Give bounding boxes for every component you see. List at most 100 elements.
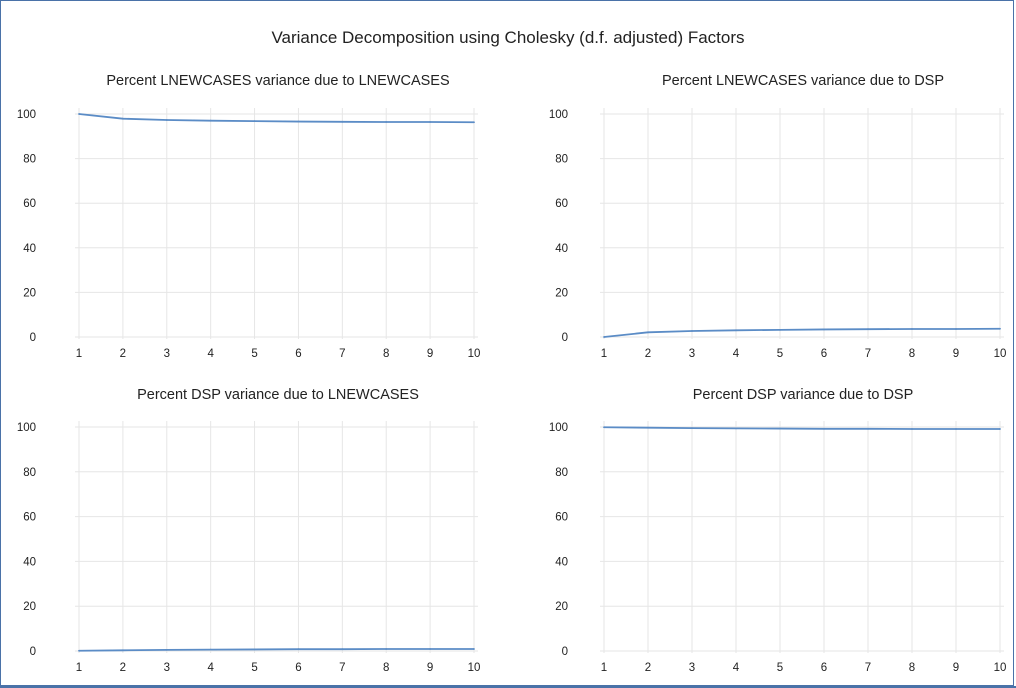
x-tick-label: 4 <box>733 348 740 360</box>
x-tick-label: 9 <box>953 348 959 360</box>
data-point <box>165 648 168 651</box>
x-tick-label: 2 <box>120 348 126 360</box>
x-tick-label: 3 <box>689 348 695 360</box>
x-tick-label: 5 <box>777 348 783 360</box>
x-tick-label: 9 <box>427 348 433 360</box>
data-point <box>385 121 388 123</box>
y-tick-label: 100 <box>549 422 568 434</box>
data-point <box>603 336 605 338</box>
data-point <box>999 327 1001 330</box>
x-tick-label: 1 <box>76 662 82 674</box>
y-tick-label: 0 <box>30 646 36 658</box>
data-point <box>647 426 649 429</box>
panel-title: Percent DSP variance due to LNEWCASES <box>137 387 419 403</box>
panel-3: Percent DSP variance due to LNEWCASES 0 20… <box>17 387 481 674</box>
x-tick-label: 7 <box>865 348 871 360</box>
data-point <box>341 120 344 123</box>
y-tick-label: 20 <box>23 601 36 613</box>
x-tick-label: 5 <box>251 348 257 360</box>
x-tick-label: 5 <box>777 662 783 674</box>
x-tick-label: 4 <box>733 662 740 674</box>
x-tick-label: 6 <box>821 662 827 674</box>
x-tick-label: 10 <box>994 348 1007 360</box>
data-point <box>78 649 80 652</box>
panel-4: Percent DSP variance due to DSP 0 20 40 60 80… <box>549 387 1007 674</box>
data-point <box>385 648 388 650</box>
data-point <box>779 328 781 331</box>
data-point <box>209 648 212 651</box>
y-tick-label: 20 <box>555 287 568 299</box>
x-tick-label: 10 <box>994 662 1007 674</box>
x-tick-label: 5 <box>251 662 257 674</box>
x-tick-label: 8 <box>383 348 389 360</box>
panel-1: Percent LNEWCASES variance due to LNEWCA… <box>17 73 481 360</box>
data-point <box>603 426 605 429</box>
x-tick-label: 8 <box>383 662 389 674</box>
y-tick-label: 0 <box>30 332 36 344</box>
x-tick-label: 10 <box>468 662 481 674</box>
data-point <box>735 427 737 430</box>
data-point <box>867 328 869 331</box>
x-tick-label: 9 <box>953 662 959 674</box>
x-tick-label: 2 <box>645 662 651 674</box>
data-point <box>823 427 825 430</box>
panel-title: Percent DSP variance due to DSP <box>693 387 914 403</box>
data-point <box>955 328 957 330</box>
y-tick-label: 60 <box>555 512 568 524</box>
x-tick-label: 7 <box>339 662 345 674</box>
data-point <box>735 329 737 332</box>
y-tick-label: 60 <box>555 198 568 210</box>
data-point <box>341 648 344 651</box>
frame-border <box>0 686 1016 688</box>
x-tick-label: 6 <box>821 348 827 360</box>
data-point <box>253 648 256 651</box>
y-tick-label: 20 <box>555 601 568 613</box>
x-tick-label: 7 <box>865 662 871 674</box>
data-point <box>779 427 781 430</box>
y-tick-label: 100 <box>17 109 36 121</box>
data-point <box>955 428 957 430</box>
series-line <box>603 426 1000 430</box>
x-tick-label: 3 <box>164 348 170 360</box>
figure-title: Variance Decomposition using Cholesky (d… <box>271 28 745 47</box>
panel-title: Percent LNEWCASES variance due to LNEWCA… <box>106 73 449 89</box>
data-point <box>429 648 432 650</box>
x-tick-label: 3 <box>689 662 695 674</box>
y-tick-label: 40 <box>555 243 568 255</box>
data-point <box>647 331 649 334</box>
data-point <box>473 648 475 650</box>
x-tick-label: 8 <box>909 662 915 674</box>
x-tick-label: 8 <box>909 348 915 360</box>
data-point <box>473 121 475 124</box>
data-point <box>165 119 168 121</box>
data-point <box>911 428 913 430</box>
y-tick-label: 80 <box>23 467 36 479</box>
x-tick-label: 3 <box>164 662 170 674</box>
x-tick-label: 2 <box>120 662 126 674</box>
y-tick-label: 80 <box>555 154 568 166</box>
data-point <box>253 120 256 123</box>
data-point <box>121 649 124 652</box>
y-tick-label: 80 <box>555 467 568 479</box>
data-point <box>691 427 693 430</box>
x-tick-label: 10 <box>468 348 481 360</box>
x-tick-label: 1 <box>76 348 82 360</box>
x-tick-label: 4 <box>207 662 214 674</box>
y-tick-label: 20 <box>23 287 36 299</box>
panel-title: Percent LNEWCASES variance due to DSP <box>662 73 944 89</box>
data-point <box>78 113 80 115</box>
x-tick-label: 1 <box>601 348 607 360</box>
y-tick-label: 40 <box>555 556 568 568</box>
series-line <box>78 113 475 124</box>
y-tick-label: 100 <box>549 109 568 121</box>
y-tick-label: 40 <box>23 556 36 568</box>
y-tick-label: 60 <box>23 198 36 210</box>
data-point <box>691 330 693 332</box>
x-tick-label: 2 <box>645 348 651 360</box>
x-tick-label: 6 <box>295 662 301 674</box>
data-point <box>209 119 212 122</box>
x-tick-label: 1 <box>601 662 607 674</box>
x-tick-label: 9 <box>427 662 433 674</box>
x-tick-label: 4 <box>207 348 214 360</box>
